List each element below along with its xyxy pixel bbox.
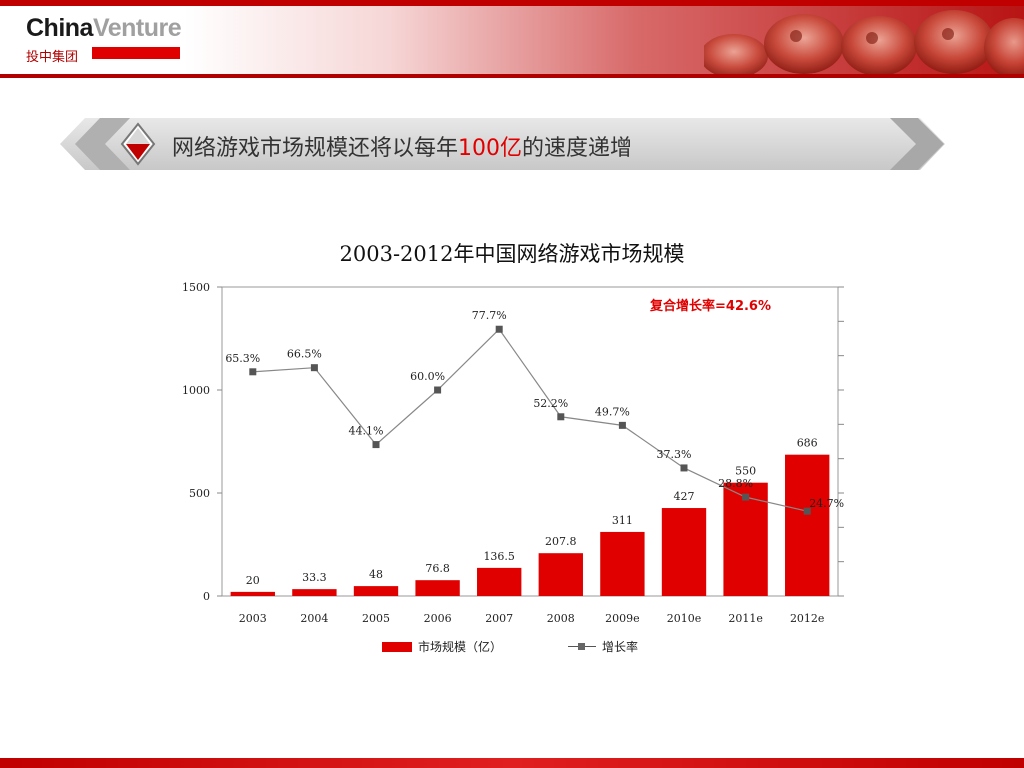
bar-2009e bbox=[600, 531, 645, 596]
banner-title-highlight: 100亿 bbox=[458, 136, 523, 161]
header-top-line bbox=[0, 0, 1024, 6]
x-tick-label: 2012e bbox=[790, 612, 825, 625]
growth-rate-label: 49.7% bbox=[595, 405, 630, 418]
logo-text-china: China bbox=[26, 14, 93, 42]
chart-legend: 市场规模（亿） 增长率 bbox=[0, 638, 1024, 658]
growth-rate-label: 65.3% bbox=[225, 352, 260, 365]
growth-rate-line bbox=[252, 328, 808, 512]
diamond-icon bbox=[120, 122, 156, 166]
bar-value-label: 136.5 bbox=[483, 550, 515, 563]
bar-2007 bbox=[477, 567, 522, 596]
bar-2008 bbox=[538, 553, 583, 596]
bar-2003 bbox=[230, 591, 275, 596]
lion-sculptures-image bbox=[704, 10, 1024, 74]
growth-rate-marker bbox=[310, 364, 318, 372]
growth-rate-marker bbox=[557, 413, 565, 421]
cagr-annotation: 复合增长率=42.6% bbox=[650, 299, 771, 314]
bar-value-label: 20 bbox=[246, 574, 260, 587]
bar-value-label: 48 bbox=[369, 568, 383, 581]
legend-label-market-size: 市场规模（亿） bbox=[418, 640, 503, 654]
legend-bar-swatch bbox=[382, 641, 412, 652]
x-tick-label: 2008 bbox=[547, 612, 575, 625]
growth-rate-marker bbox=[803, 507, 811, 515]
logo-subtitle: 投中集团 bbox=[26, 49, 79, 64]
growth-rate-label: 77.7% bbox=[472, 309, 507, 322]
x-tick-label: 2003 bbox=[239, 612, 267, 625]
growth-rate-marker bbox=[249, 368, 257, 376]
legend-item-market-size: 市场规模（亿） bbox=[382, 638, 502, 655]
chart-title: 2003-2012年中国网络游戏市场规模 bbox=[339, 242, 685, 266]
y-tick-label: 1000 bbox=[182, 384, 210, 397]
banner-title: 网络游戏市场规模还将以每年100亿的速度递增 bbox=[172, 130, 632, 162]
x-tick-label: 2011e bbox=[728, 612, 763, 625]
logo-text-venture: Venture bbox=[92, 14, 182, 42]
bar-value-label: 427 bbox=[674, 490, 695, 503]
x-tick-label: 2004 bbox=[300, 612, 328, 625]
bar-2004 bbox=[292, 589, 337, 596]
header-bar: ChinaVenture 投中集团 bbox=[0, 0, 1024, 78]
bar-value-label: 207.8 bbox=[545, 535, 577, 548]
bar-value-label: 33.3 bbox=[302, 571, 327, 584]
legend-label-growth-rate: 增长率 bbox=[602, 640, 639, 654]
bar-value-label: 311 bbox=[612, 514, 633, 527]
y-tick-label: 500 bbox=[189, 487, 210, 500]
growth-rate-marker bbox=[742, 493, 750, 501]
growth-rate-marker bbox=[434, 386, 442, 394]
growth-rate-label: 37.3% bbox=[657, 448, 692, 461]
banner-title-suffix: 的速度递增 bbox=[522, 136, 633, 161]
x-tick-label: 2009e bbox=[605, 612, 640, 625]
growth-rate-label: 28.8% bbox=[718, 477, 753, 490]
bar-value-label: 550 bbox=[735, 465, 756, 478]
growth-rate-label: 44.1% bbox=[349, 425, 384, 438]
legend-item-growth-rate: 增长率 bbox=[568, 638, 638, 655]
bar-2010e bbox=[661, 508, 707, 596]
y-tick-label: 0 bbox=[203, 590, 210, 603]
bar-2006 bbox=[415, 580, 460, 596]
bar-value-label: 76.8 bbox=[425, 562, 450, 575]
bar-2012e bbox=[785, 454, 830, 596]
x-tick-label: 2005 bbox=[362, 612, 390, 625]
x-tick-label: 2010e bbox=[667, 612, 702, 625]
growth-rate-label: 52.2% bbox=[533, 397, 568, 410]
growth-rate-marker bbox=[495, 325, 503, 333]
bar-2011e bbox=[723, 482, 768, 596]
growth-rate-marker bbox=[680, 464, 688, 472]
header-bottom-line bbox=[0, 74, 1024, 78]
x-tick-label: 2006 bbox=[424, 612, 452, 625]
market-size-chart: 0 500 1000 1500 20 33.3 48 76.8 136.5 207.8 311 427… bbox=[182, 281, 844, 625]
bar-2005 bbox=[353, 586, 399, 596]
growth-rate-marker bbox=[618, 421, 626, 429]
bar-value-label: 686 bbox=[797, 437, 818, 450]
growth-rate-label: 24.7% bbox=[809, 497, 844, 510]
plot-area-frame bbox=[221, 286, 839, 597]
x-tick-label: 2007 bbox=[485, 612, 513, 625]
y-tick-label: 1500 bbox=[182, 281, 210, 294]
logo-red-bar bbox=[92, 47, 180, 59]
banner-title-prefix: 网络游戏市场规模还将以每年 bbox=[172, 136, 459, 161]
title-banner bbox=[60, 118, 945, 170]
growth-rate-marker bbox=[372, 441, 380, 449]
growth-rate-label: 60.0% bbox=[410, 370, 445, 383]
footer-bar bbox=[0, 758, 1024, 768]
growth-rate-label: 66.5% bbox=[287, 348, 322, 361]
legend-line-swatch bbox=[568, 642, 596, 652]
china-venture-logo: ChinaVenture bbox=[26, 14, 182, 43]
